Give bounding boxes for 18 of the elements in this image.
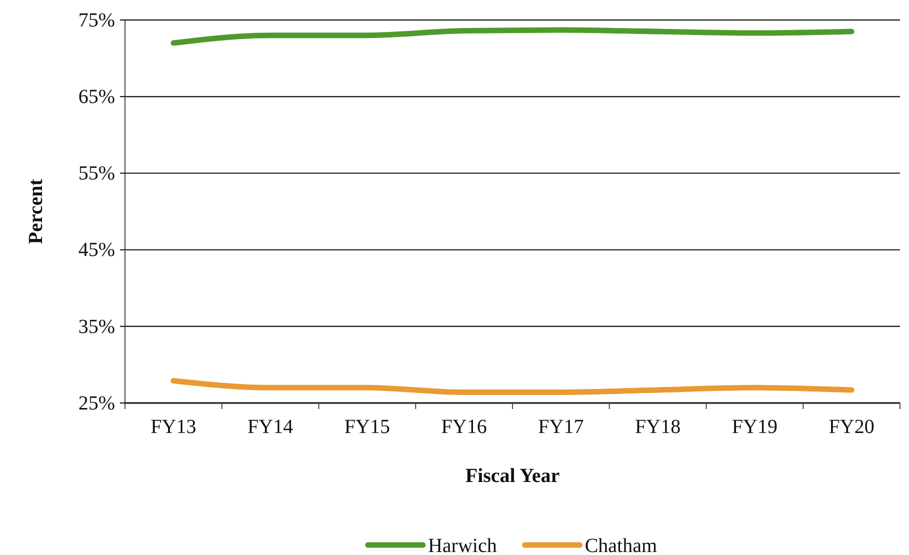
x-tick-label: FY14 xyxy=(248,416,294,438)
y-tick-label: 25% xyxy=(78,392,115,414)
y-tick-label: 45% xyxy=(78,239,115,262)
y-tick-label: 35% xyxy=(78,316,115,338)
legend-label: Harwich xyxy=(428,535,497,555)
y-axis-title: Percent xyxy=(25,178,47,244)
y-tick-label: 55% xyxy=(78,162,115,185)
y-tick-label: 65% xyxy=(78,86,115,108)
y-tick-label: 75% xyxy=(78,9,115,32)
x-tick-label: FY15 xyxy=(344,416,390,438)
x-axis-title: Fiscal Year xyxy=(465,465,560,487)
x-tick-label: FY18 xyxy=(635,416,681,438)
x-tick-label: FY16 xyxy=(441,416,487,438)
x-tick-label: FY19 xyxy=(732,416,778,438)
x-tick-label: FY20 xyxy=(828,416,874,438)
legend-label: Chatham xyxy=(584,535,658,555)
x-tick-label: FY17 xyxy=(538,416,584,438)
x-tick-label: FY13 xyxy=(150,416,196,438)
